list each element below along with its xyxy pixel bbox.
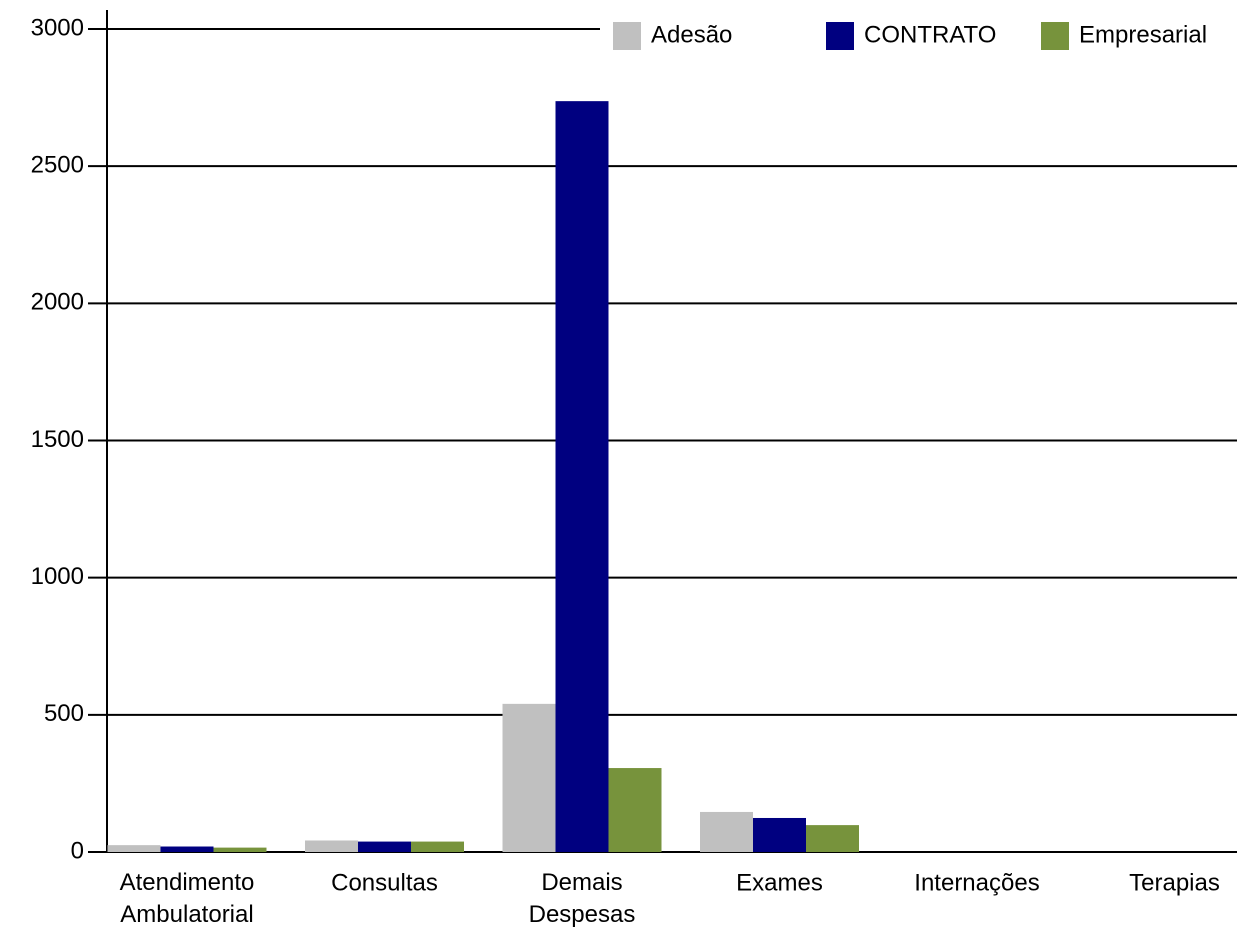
y-tick-label: 0 — [71, 837, 84, 864]
legend-swatch — [826, 22, 854, 50]
y-tick-label: 3000 — [31, 14, 84, 41]
legend-swatch — [613, 22, 641, 50]
bar — [305, 840, 358, 852]
bar — [753, 817, 806, 852]
legend-label: Empresarial — [1079, 21, 1207, 48]
y-tick-label: 2000 — [31, 289, 84, 316]
y-tick-label: 1500 — [31, 426, 84, 453]
x-tick-label: Consultas — [331, 869, 438, 896]
legend-background — [600, 12, 1237, 60]
bar — [160, 846, 214, 852]
bar — [555, 101, 609, 853]
y-tick-label: 500 — [44, 700, 84, 727]
x-tick-label: Demais Despesas — [529, 869, 636, 928]
x-tick-label: Atendimento Ambulatorial — [120, 869, 255, 928]
bar — [213, 847, 267, 852]
bar — [107, 845, 161, 852]
bar — [502, 703, 556, 852]
bar — [608, 768, 662, 852]
y-tick-label: 1000 — [31, 563, 84, 590]
bar — [358, 841, 411, 852]
legend-swatch — [1041, 22, 1069, 50]
bar — [700, 811, 753, 852]
legend-label: Adesão — [651, 21, 732, 48]
legend-label: CONTRATO — [864, 21, 996, 48]
x-tick-label: Exames — [736, 869, 823, 896]
bar — [411, 841, 464, 852]
x-tick-label: Internações — [914, 869, 1039, 896]
bar — [806, 825, 859, 852]
y-tick-label: 2500 — [31, 152, 84, 179]
x-tick-label: Terapias — [1129, 869, 1220, 896]
